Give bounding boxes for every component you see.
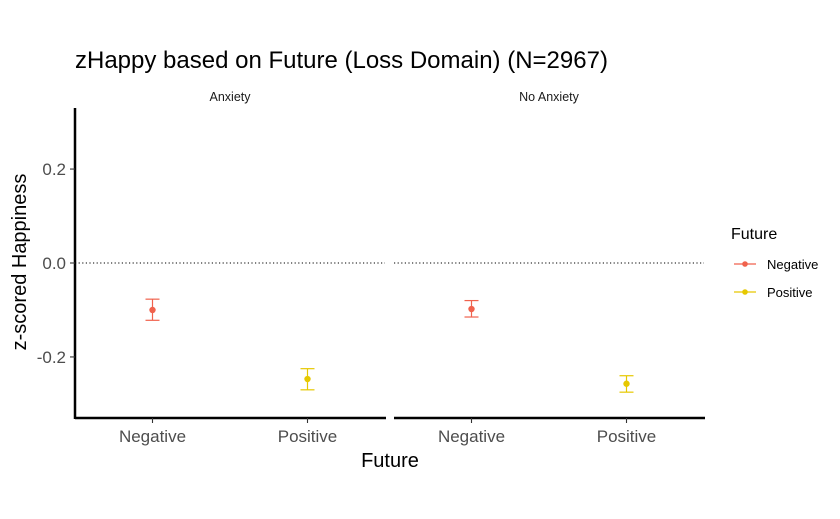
data-point xyxy=(468,305,475,313)
chart-title: zHappy based on Future (Loss Domain) (N=… xyxy=(75,47,608,74)
panel-anxiety: Anxiety Negative Positive xyxy=(75,90,386,446)
y-tick-label: 0.0 xyxy=(42,254,66,273)
panel-no-anxiety: No Anxiety Negative Positive xyxy=(394,90,705,446)
x-tick-label: Positive xyxy=(597,427,657,446)
facet-label: No Anxiety xyxy=(519,90,580,104)
facet-label: Anxiety xyxy=(210,90,252,104)
legend-entry-negative: Negative xyxy=(734,257,818,272)
legend-key-point xyxy=(742,261,748,267)
data-point xyxy=(304,375,311,383)
y-tick-label: -0.2 xyxy=(37,348,66,367)
legend-label: Positive xyxy=(767,285,813,300)
x-tick-label: Negative xyxy=(438,427,505,446)
y-tick-label: 0.2 xyxy=(42,160,66,179)
legend-entry-positive: Positive xyxy=(734,285,813,300)
x-tick-label: Negative xyxy=(119,427,186,446)
legend-label: Negative xyxy=(767,257,818,272)
x-axis-title: Future xyxy=(361,450,419,472)
legend: Future Negative Positive xyxy=(731,226,818,300)
legend-key-point xyxy=(742,289,748,295)
data-point xyxy=(623,380,630,387)
data-point xyxy=(149,306,156,314)
y-axis-title: z-scored Happiness xyxy=(9,174,31,351)
legend-title: Future xyxy=(731,226,777,243)
x-tick-label: Positive xyxy=(278,427,338,446)
